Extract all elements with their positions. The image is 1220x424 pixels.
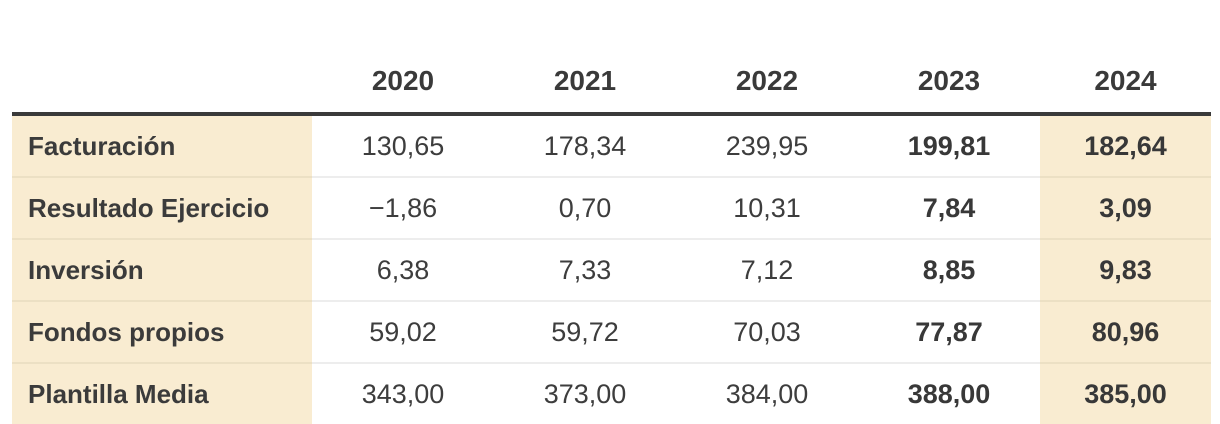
- cell-value: 388,00: [858, 362, 1040, 424]
- table-row-resultado-ejercicio: Resultado Ejercicio −1,86 0,70 10,31 7,8…: [12, 176, 1211, 239]
- cell-value: 59,72: [494, 300, 676, 363]
- row-label: Fondos propios: [12, 300, 312, 363]
- cell-value: 6,38: [312, 238, 494, 301]
- year-header-2021: 2021: [494, 0, 676, 116]
- cell-value: 384,00: [676, 362, 858, 424]
- cell-value: 130,65: [312, 114, 494, 177]
- table-row-inversion: Inversión 6,38 7,33 7,12 8,85 9,83: [12, 238, 1211, 301]
- cell-value: 77,87: [858, 300, 1040, 363]
- cell-value: 0,70: [494, 176, 676, 239]
- corner-cell: [12, 0, 312, 116]
- cell-value: 8,85: [858, 238, 1040, 301]
- table-row-facturacion: Facturación 130,65 178,34 239,95 199,81 …: [12, 114, 1211, 177]
- cell-value: 178,34: [494, 114, 676, 177]
- year-header-2023: 2023: [858, 0, 1040, 116]
- row-label: Plantilla Media: [12, 362, 312, 424]
- cell-value: 7,33: [494, 238, 676, 301]
- cell-value: 80,96: [1040, 300, 1211, 363]
- table-header-row: 2020 2021 2022 2023 2024: [12, 0, 1211, 116]
- cell-value: 373,00: [494, 362, 676, 424]
- cell-value: 182,64: [1040, 114, 1211, 177]
- cell-value: 3,09: [1040, 176, 1211, 239]
- cell-value: 343,00: [312, 362, 494, 424]
- cell-value: 199,81: [858, 114, 1040, 177]
- cell-value: 59,02: [312, 300, 494, 363]
- row-label: Inversión: [12, 238, 312, 301]
- table-row-plantilla-media: Plantilla Media 343,00 373,00 384,00 388…: [12, 362, 1211, 424]
- table-row-fondos-propios: Fondos propios 59,02 59,72 70,03 77,87 8…: [12, 300, 1211, 363]
- cell-value: 70,03: [676, 300, 858, 363]
- cell-value: 7,12: [676, 238, 858, 301]
- cell-value: 7,84: [858, 176, 1040, 239]
- row-label: Facturación: [12, 114, 312, 177]
- cell-value: −1,86: [312, 176, 494, 239]
- year-header-2020: 2020: [312, 0, 494, 116]
- financial-summary-table: 2020 2021 2022 2023 2024 Facturación 130…: [12, 0, 1211, 424]
- row-label: Resultado Ejercicio: [12, 176, 312, 239]
- cell-value: 239,95: [676, 114, 858, 177]
- year-header-2024: 2024: [1040, 0, 1211, 116]
- cell-value: 10,31: [676, 176, 858, 239]
- year-header-2022: 2022: [676, 0, 858, 116]
- cell-value: 9,83: [1040, 238, 1211, 301]
- cell-value: 385,00: [1040, 362, 1211, 424]
